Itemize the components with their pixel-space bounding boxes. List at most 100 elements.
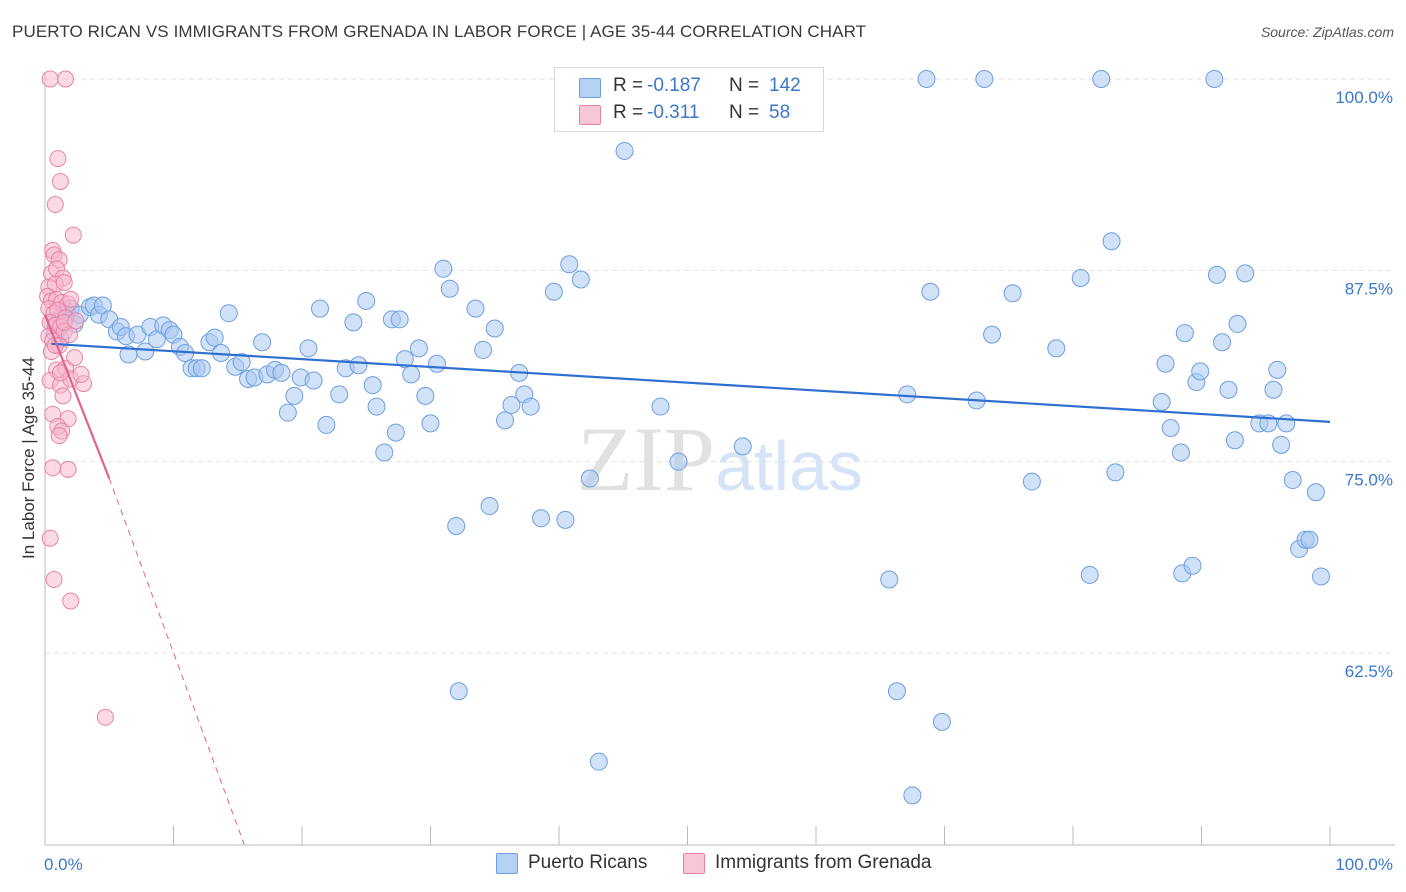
legend-n-label: N = <box>729 75 760 96</box>
data-point <box>344 313 363 332</box>
data-point <box>1213 333 1232 352</box>
data-point <box>560 255 579 274</box>
data-point <box>1207 265 1226 284</box>
data-point <box>474 340 493 359</box>
data-point <box>733 437 752 456</box>
legend-swatch-pink <box>579 105 601 125</box>
data-point <box>192 359 211 378</box>
data-point <box>1264 380 1283 399</box>
data-point <box>96 708 114 726</box>
data-point <box>66 349 84 367</box>
data-point <box>1272 435 1291 454</box>
data-point <box>1277 414 1296 433</box>
y-tick-label: 62.5% <box>1345 662 1393 681</box>
series-grenada <box>39 70 114 726</box>
data-point <box>932 712 951 731</box>
data-point <box>1183 556 1202 575</box>
y-tick-label: 100.0% <box>1335 88 1393 107</box>
grid-lines <box>45 78 1395 654</box>
data-point <box>1225 431 1244 450</box>
data-point <box>317 415 336 434</box>
trend-line-puerto-ricans <box>51 342 1331 423</box>
data-point <box>46 196 64 214</box>
data-point <box>49 150 67 168</box>
data-point <box>521 397 540 416</box>
data-point <box>1205 70 1224 88</box>
data-point <box>485 319 504 338</box>
data-point <box>1047 339 1066 358</box>
watermark-zip: ZIP <box>577 408 715 510</box>
data-point <box>349 356 368 375</box>
data-point <box>898 385 917 404</box>
data-point <box>64 226 82 244</box>
data-point <box>1268 360 1287 379</box>
data-point <box>434 259 453 278</box>
data-point <box>1171 443 1190 462</box>
data-point <box>299 339 318 358</box>
y-axis-label: In Labor Force | Age 35-44 <box>19 357 38 559</box>
data-point <box>62 592 80 610</box>
data-point <box>272 363 291 382</box>
legend-n-value: 142 <box>769 75 801 96</box>
data-point <box>589 752 608 771</box>
data-point <box>1022 472 1041 491</box>
data-point <box>59 460 77 478</box>
legend-n-label: N = <box>729 102 760 123</box>
data-point <box>887 682 906 701</box>
trend-lines <box>43 314 1331 845</box>
data-point <box>45 571 63 589</box>
data-point <box>983 325 1002 344</box>
data-point <box>1156 354 1175 373</box>
data-point <box>136 342 155 361</box>
data-point <box>1102 232 1121 251</box>
data-point <box>357 291 376 310</box>
data-point <box>1003 284 1022 303</box>
data-point <box>232 353 251 372</box>
data-point <box>330 385 349 404</box>
data-point <box>367 397 386 416</box>
x-tick-label: 0.0% <box>44 855 83 874</box>
data-point <box>395 350 414 369</box>
data-point <box>571 270 590 289</box>
data-point <box>416 386 435 405</box>
data-point <box>278 403 297 422</box>
data-point <box>205 328 224 347</box>
data-point <box>55 274 73 292</box>
legend-r-label: R = <box>613 75 644 96</box>
data-point <box>1300 530 1319 549</box>
data-point <box>480 497 499 516</box>
data-point <box>1191 362 1210 381</box>
bottom-legend-swatch-blue <box>496 853 518 874</box>
data-point <box>1283 471 1302 490</box>
axes <box>44 72 1395 846</box>
y-tick-label: 87.5% <box>1345 279 1393 298</box>
x-tick-label: 100.0% <box>1335 855 1393 874</box>
legend-swatch-blue <box>579 78 601 98</box>
data-point <box>903 786 922 805</box>
legend-row-puerto-ricans: R = -0.187 N = 142 <box>555 75 823 101</box>
legend-r-value: -0.311 <box>647 102 700 123</box>
data-point <box>386 423 405 442</box>
trend-line-grenada-extension <box>108 478 245 845</box>
data-point <box>304 371 323 390</box>
stats-legend: R = -0.187 N = 142 R = -0.311 N = 58 <box>554 67 824 132</box>
data-point <box>402 365 421 384</box>
legend-r-value: -0.187 <box>647 75 701 96</box>
data-point <box>440 279 459 298</box>
data-point <box>580 469 599 488</box>
data-point <box>1152 392 1171 411</box>
legend-n-value: 58 <box>769 102 791 123</box>
data-point <box>532 509 551 528</box>
data-point <box>1161 418 1180 437</box>
data-point <box>651 397 670 416</box>
data-point <box>544 282 563 301</box>
data-point <box>1071 268 1090 287</box>
data-point <box>669 452 688 471</box>
data-point <box>409 339 428 358</box>
tick-labels: 62.5% 75.0% 87.5% 100.0% 0.0% 100.0% <box>44 88 1393 874</box>
data-point <box>921 282 940 301</box>
data-point <box>375 443 394 462</box>
bottom-legend-label: Immigrants from Grenada <box>715 852 932 873</box>
data-point <box>466 299 485 318</box>
